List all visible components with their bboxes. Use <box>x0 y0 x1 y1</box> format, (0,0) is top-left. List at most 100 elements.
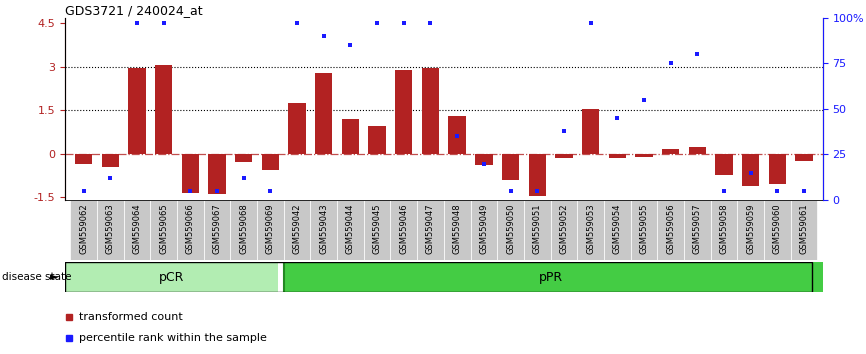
Bar <box>630 200 657 260</box>
Text: GDS3721 / 240024_at: GDS3721 / 240024_at <box>65 4 203 17</box>
Text: ►: ► <box>50 272 59 282</box>
Bar <box>578 200 604 260</box>
Text: GSM559065: GSM559065 <box>159 203 168 254</box>
Bar <box>97 200 124 260</box>
Point <box>210 188 224 194</box>
Text: GSM559044: GSM559044 <box>346 203 355 253</box>
Bar <box>657 200 684 260</box>
Point <box>771 188 785 194</box>
Text: GSM559060: GSM559060 <box>772 203 782 254</box>
Text: pPR: pPR <box>539 270 563 284</box>
Bar <box>310 200 337 260</box>
Bar <box>65 262 278 292</box>
Bar <box>151 200 177 260</box>
Bar <box>155 65 172 154</box>
Bar <box>791 200 818 260</box>
Bar <box>769 154 786 184</box>
Text: GSM559062: GSM559062 <box>79 203 88 254</box>
Bar <box>417 200 443 260</box>
Text: GSM559059: GSM559059 <box>746 203 755 253</box>
Bar <box>262 154 279 170</box>
Text: percentile rank within the sample: percentile rank within the sample <box>79 332 267 343</box>
Text: pCR: pCR <box>159 270 184 284</box>
Bar <box>497 200 524 260</box>
Text: GSM559054: GSM559054 <box>613 203 622 253</box>
Bar <box>582 109 599 154</box>
Bar <box>443 200 470 260</box>
Bar <box>182 154 199 193</box>
Bar <box>715 154 733 176</box>
Text: GSM559055: GSM559055 <box>639 203 649 253</box>
Text: GSM559058: GSM559058 <box>720 203 728 254</box>
Text: GSM559051: GSM559051 <box>533 203 542 253</box>
Text: GSM559061: GSM559061 <box>799 203 809 254</box>
Text: disease state: disease state <box>2 272 71 282</box>
Point <box>157 20 171 26</box>
Bar <box>422 68 439 154</box>
Point <box>717 188 731 194</box>
Point <box>263 188 277 194</box>
Text: GSM559045: GSM559045 <box>372 203 382 253</box>
Point <box>477 161 491 166</box>
Point <box>557 128 571 133</box>
Bar <box>257 200 284 260</box>
Text: GSM559043: GSM559043 <box>320 203 328 254</box>
Bar <box>128 68 145 154</box>
Text: transformed count: transformed count <box>79 312 183 322</box>
Text: GSM559050: GSM559050 <box>506 203 515 253</box>
Point <box>317 33 331 39</box>
Text: GSM559066: GSM559066 <box>186 203 195 254</box>
Text: GSM559048: GSM559048 <box>453 203 462 254</box>
Point <box>130 20 144 26</box>
Bar <box>604 200 630 260</box>
Bar <box>235 154 252 162</box>
Bar <box>209 154 226 194</box>
Bar <box>742 154 759 185</box>
Point <box>103 175 117 181</box>
Point <box>797 188 811 194</box>
Bar <box>449 116 466 154</box>
Point <box>504 188 518 194</box>
Bar <box>315 73 333 154</box>
Bar <box>502 154 520 180</box>
Point <box>77 188 91 194</box>
Point <box>397 20 410 26</box>
Bar <box>470 200 497 260</box>
Text: GSM559068: GSM559068 <box>239 203 249 254</box>
Point <box>236 175 250 181</box>
Point <box>530 188 544 194</box>
Bar <box>101 154 119 167</box>
Bar <box>368 126 385 154</box>
Bar <box>395 70 412 154</box>
Point <box>290 20 304 26</box>
Bar <box>284 200 310 260</box>
Text: GSM559053: GSM559053 <box>586 203 595 254</box>
Point <box>663 61 677 66</box>
Text: GSM559064: GSM559064 <box>132 203 141 254</box>
Point <box>584 20 598 26</box>
Bar <box>555 154 572 158</box>
Bar <box>337 200 364 260</box>
Bar <box>551 200 578 260</box>
Text: GSM559042: GSM559042 <box>293 203 301 253</box>
Point <box>637 97 651 103</box>
Text: GSM559067: GSM559067 <box>212 203 222 254</box>
Text: GSM559049: GSM559049 <box>480 203 488 253</box>
Bar <box>711 200 737 260</box>
Point <box>423 20 437 26</box>
Bar <box>124 200 151 260</box>
Bar <box>688 147 706 154</box>
Bar <box>662 148 679 154</box>
Point <box>690 51 704 57</box>
Text: GSM559057: GSM559057 <box>693 203 701 254</box>
Bar <box>342 119 359 154</box>
Text: GSM559052: GSM559052 <box>559 203 568 253</box>
Bar <box>795 154 812 161</box>
Bar <box>524 200 551 260</box>
Bar <box>230 200 257 260</box>
Text: GSM559047: GSM559047 <box>426 203 435 254</box>
Bar <box>636 154 653 157</box>
Text: GSM559069: GSM559069 <box>266 203 275 254</box>
Point <box>184 188 197 194</box>
Bar <box>204 200 230 260</box>
